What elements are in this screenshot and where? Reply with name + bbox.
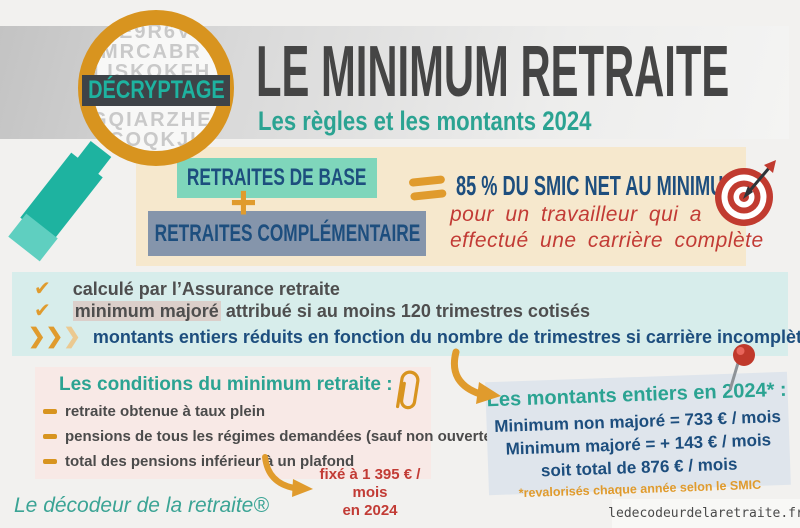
brand-signature: Le décodeur de la retraite® [14,494,269,517]
reduction-note: montants entiers réduits en fonction du … [92,327,800,347]
formula-panel: RETRAITES DE BASE + RETRAITES COMPLÉMENT… [136,147,763,266]
condition-item: pensions de tous les régimes demandées (… [43,427,505,446]
ceiling-amount-note: fixé à 1 395 € / mois en 2024 [300,466,440,520]
glass-letter-row: COQKJI [109,129,198,151]
career-note-line2: effectué une carrière complète [450,229,764,252]
check-icon: ✔ [34,300,51,322]
highlighted-term: minimum majoré [72,301,221,321]
decryptage-badge-label: DÉCRYPTAGE [87,76,225,104]
rule-text: calculé par l’Assurance retraite [72,279,340,299]
page-title: LE MINIMUM RETRAITE [256,36,800,108]
career-note-line1: pour un travailleur qui a [450,203,702,226]
amounts-panel: Les montants entiers en 2024* : Minimum … [485,371,791,500]
plus-icon: + [230,176,257,228]
rule-text-rest: attribué si au moins 120 trimestres coti… [220,301,590,321]
ceiling-amount-line2: en 2024 [342,502,398,519]
complementary-pension-label: RETRAITES COMPLÉMENTAIRE [154,219,420,247]
website-watermark: ledecodeurdelaretraite.fr [608,499,800,528]
complementary-pension-box: RETRAITES COMPLÉMENTAIRE [148,211,426,256]
rule-item-arrow: ❯❯❯ montants entiers réduits en fonction… [28,325,800,351]
website-url: ledecodeurdelaretraite.fr [608,506,800,521]
dash-bullet-icon [43,434,57,439]
conditions-panel: Les conditions du minimum retraite : ret… [35,367,505,479]
rule-item: ✔ minimum majoré attribué si au moins 12… [34,300,590,322]
page-subtitle-text: Les règles et les montants 2024 [258,106,592,136]
check-icon: ✔ [34,278,51,300]
ceiling-amount-line1: fixé à 1 395 € / mois [319,466,421,501]
rule-text: minimum majoré attribué si au moins 120 … [72,300,590,322]
page-subtitle: Les règles et les montants 2024 [258,106,665,137]
rules-panel: ✔ calculé par l’Assurance retraite ✔ min… [12,272,800,356]
condition-item: retraite obtenue à taux plein [43,402,265,421]
base-pension-box: RETRAITES DE BASE [177,158,377,198]
condition-text: pensions de tous les régimes demandées (… [65,428,506,445]
glass-letter-row: MRCABR [101,41,202,63]
rule-item: ✔ calculé par l’Assurance retraite [34,278,340,300]
page-title-text: LE MINIMUM RETRAITE [256,32,730,112]
dash-bullet-icon [43,409,57,414]
triple-chevron-icon: ❯❯❯ [28,325,81,348]
smic-result: 85 % DU SMIC NET AU MINIMUM [456,170,800,202]
career-note: pour un travailleur qui a effectué une c… [450,202,764,254]
glass-letter-row: E9R6V [119,25,193,43]
condition-text: retraite obtenue à taux plein [65,403,266,420]
dash-bullet-icon [43,459,57,464]
glass-letter-row: GQIARZHE [93,109,213,131]
conditions-title: Les conditions du minimum retraite : [59,374,393,395]
base-pension-label: RETRAITES DE BASE [187,164,367,191]
equals-icon [408,175,448,207]
smic-result-text: 85 % DU SMIC NET AU MINIMUM [456,170,739,201]
decryptage-badge: DÉCRYPTAGE [82,75,230,106]
